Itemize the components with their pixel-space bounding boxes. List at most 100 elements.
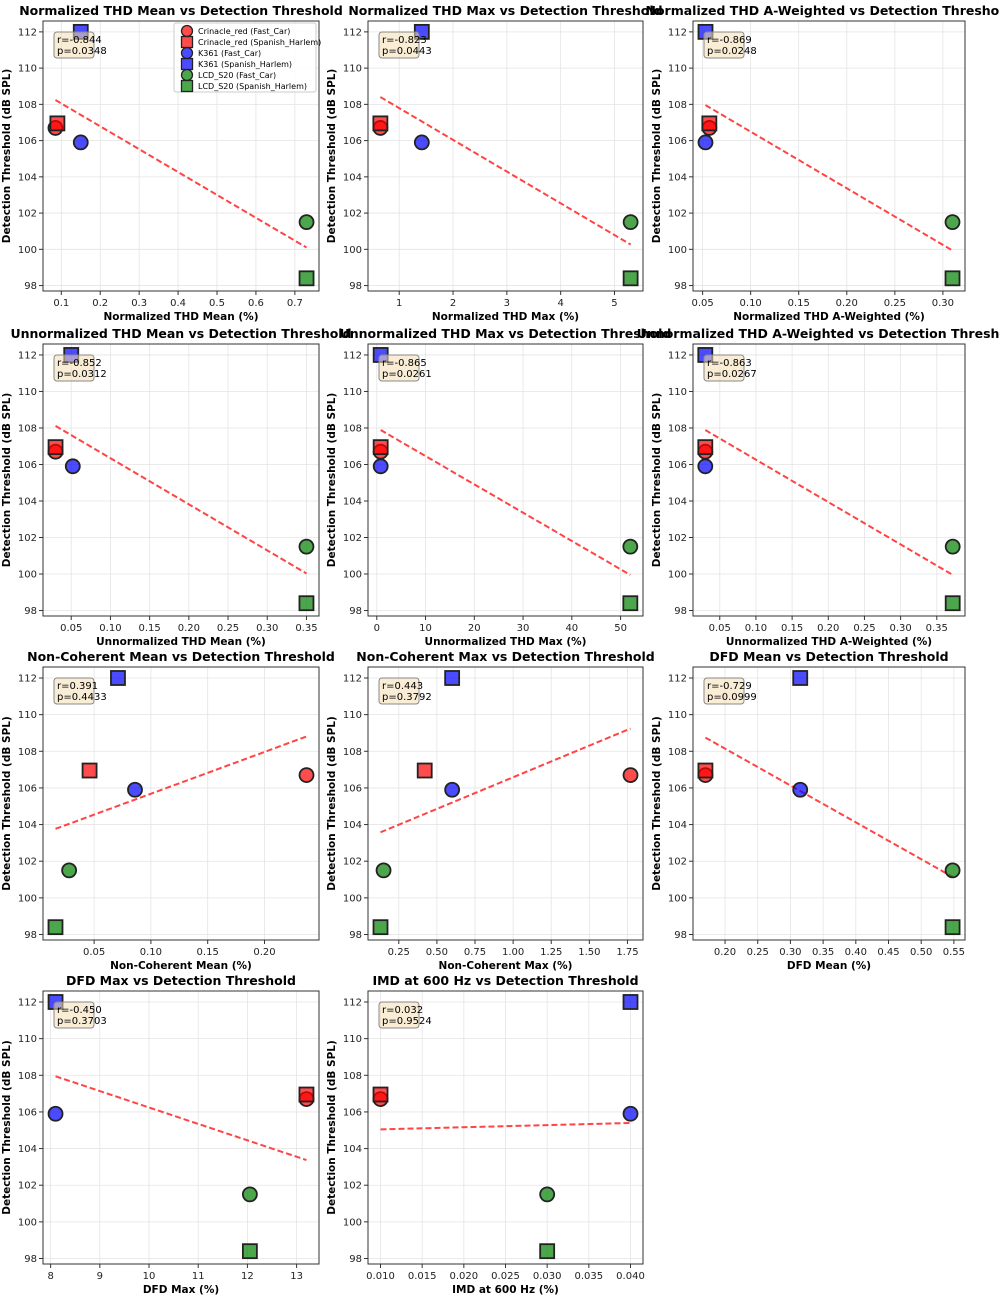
- y-tick-label: 102: [343, 209, 362, 220]
- x-tick-label: 0.35: [926, 623, 948, 634]
- plot-area: [368, 667, 643, 940]
- x-tick-label: 1.50: [578, 947, 600, 958]
- y-tick-label: 112: [343, 27, 362, 38]
- x-tick-label: 0.30: [932, 298, 954, 309]
- y-tick-label: 108: [18, 1071, 37, 1082]
- x-tick-label: 0.10: [140, 947, 162, 958]
- x-tick-label: 0.15: [139, 623, 161, 634]
- data-point: [944, 270, 961, 287]
- x-tick-label: 12: [241, 1271, 254, 1282]
- y-tick-label: 104: [668, 172, 687, 183]
- x-tick-label: 0.010: [366, 1271, 395, 1282]
- y-tick-label: 106: [668, 460, 687, 471]
- data-point: [622, 994, 639, 1010]
- plot-area: [693, 21, 965, 291]
- x-tick-label: 20: [468, 623, 481, 634]
- subplot-8: 0.25 0.50 0.75 1.00 1.25 1.50 1.75 98 100 102 104 1…: [326, 649, 655, 972]
- x-tick-label: 0.25: [884, 298, 906, 309]
- x-tick-label: 0.40: [845, 947, 867, 958]
- stats-p: p=0.0312: [57, 369, 107, 380]
- trend-line: [379, 96, 632, 246]
- y-tick-label: 102: [668, 857, 687, 868]
- y-axis-label: Detection Threshold (dB SPL): [326, 716, 338, 891]
- y-tick-label: 104: [343, 172, 362, 183]
- trend-line: [55, 1075, 307, 1161]
- y-tick-label: 112: [18, 997, 37, 1008]
- y-tick-label: 104: [343, 496, 362, 507]
- axes-frame: [692, 343, 966, 617]
- legend-marker: [180, 68, 194, 82]
- trend-line: [704, 104, 954, 252]
- stats-box: [703, 677, 745, 705]
- x-tick-label: 0.20: [253, 947, 275, 958]
- axes-frame: [42, 20, 320, 292]
- y-axis-label: Detection Threshold (dB SPL): [651, 393, 663, 568]
- data-point: [298, 214, 315, 231]
- y-tick-label: 100: [668, 245, 687, 256]
- y-tick-label: 102: [18, 1181, 37, 1192]
- axes-frame: [692, 20, 966, 292]
- y-tick-label: 102: [18, 209, 37, 220]
- y-tick-label: 110: [18, 1034, 37, 1045]
- stats-box: [378, 677, 420, 705]
- y-axis-label: Detection Threshold (dB SPL): [326, 1040, 338, 1215]
- plot-area: [368, 21, 643, 291]
- y-tick-label: 100: [343, 570, 362, 581]
- x-tick-label: 0.30: [889, 623, 911, 634]
- x-tick-label: 0: [374, 623, 380, 634]
- y-tick-label: 98: [24, 1254, 37, 1265]
- y-tick-label: 110: [668, 64, 687, 75]
- data-point: [47, 919, 64, 936]
- plot-area: [693, 667, 965, 940]
- y-tick-label: 98: [24, 930, 37, 941]
- x-tick-label: 0.20: [714, 947, 736, 958]
- x-tick-label: 0.1: [53, 298, 69, 309]
- x-tick-label: 0.50: [426, 947, 448, 958]
- plot-area: [368, 344, 643, 616]
- axes-frame: [367, 990, 644, 1265]
- stats-box: [53, 1001, 95, 1029]
- legend-marker: [180, 24, 194, 38]
- x-tick-label: 0.75: [464, 947, 486, 958]
- data-point: [792, 670, 809, 686]
- y-tick-label: 110: [343, 710, 362, 721]
- data-point: [792, 781, 809, 798]
- data-point: [375, 862, 392, 879]
- x-tick-label: 1.25: [540, 947, 562, 958]
- subplot-title: Normalized THD A-Weighted vs Detection T…: [646, 3, 1000, 18]
- x-tick-label: 9: [97, 1271, 103, 1282]
- axes-frame: [367, 20, 644, 292]
- y-axis-label: Detection Threshold (dB SPL): [1, 716, 13, 891]
- stats-r: r=0.443: [382, 681, 423, 692]
- y-tick-label: 102: [18, 857, 37, 868]
- x-tick-label: 0.030: [533, 1271, 562, 1282]
- stats-r: r=-0.869: [707, 35, 752, 46]
- data-point: [241, 1243, 258, 1260]
- y-tick-label: 108: [343, 1071, 362, 1082]
- data-point: [944, 595, 961, 612]
- x-tick-label: 0.25: [217, 623, 239, 634]
- x-tick-label: 0.015: [408, 1271, 437, 1282]
- axes-frame: [42, 666, 320, 941]
- x-axis-label: DFD Max (%): [143, 1284, 219, 1296]
- x-tick-label: 30: [517, 623, 530, 634]
- x-tick-label: 2: [450, 298, 456, 309]
- data-point: [944, 538, 961, 555]
- stats-box: [53, 677, 95, 705]
- y-tick-label: 102: [343, 1181, 362, 1192]
- x-tick-label: 0.6: [248, 298, 264, 309]
- y-tick-label: 110: [18, 64, 37, 75]
- y-tick-label: 112: [18, 350, 37, 361]
- x-tick-label: 0.20: [817, 623, 839, 634]
- stats-p: p=0.3792: [382, 692, 432, 703]
- legend: Crinacle_red (Fast_Car) Crinacle_red (Spa…: [173, 22, 321, 93]
- stats-p: p=0.9524: [382, 1016, 432, 1027]
- plot-area: [693, 344, 965, 616]
- stats-r: r=0.391: [57, 681, 98, 692]
- subplot-title: DFD Mean vs Detection Threshold: [709, 649, 948, 664]
- data-point: [944, 862, 961, 879]
- data-point: [47, 439, 64, 456]
- y-tick-label: 106: [343, 136, 362, 147]
- x-axis-label: Normalized THD Max (%): [432, 311, 579, 323]
